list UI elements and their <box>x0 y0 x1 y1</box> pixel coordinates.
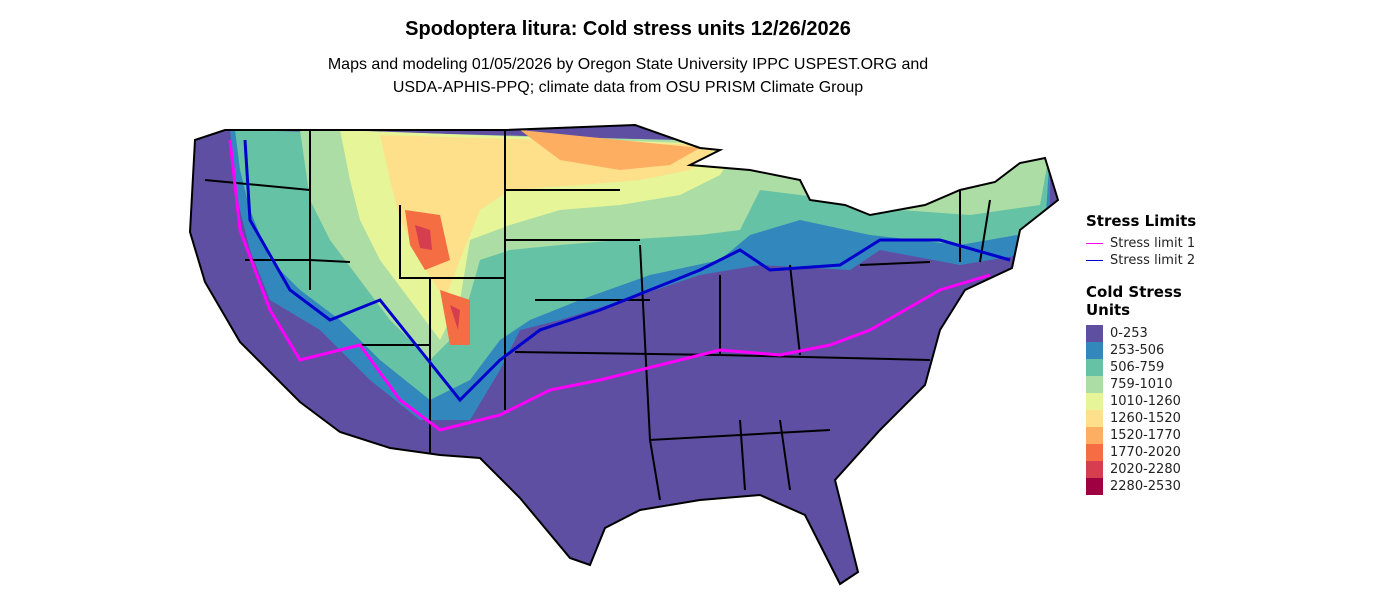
map-subtitle-line1: Maps and modeling 01/05/2026 by Oregon S… <box>327 56 929 73</box>
legend-label: 253-506 <box>1110 343 1165 358</box>
legend-label: 1520-1770 <box>1110 428 1181 443</box>
legend-item-csu: 2020-2280 <box>1086 461 1206 478</box>
color-swatch <box>1086 427 1103 444</box>
legend-label: Stress limit 1 <box>1110 236 1196 251</box>
stress-limit-1-contour <box>228 139 991 432</box>
state-borders <box>204 130 991 501</box>
color-swatch <box>1086 393 1103 410</box>
legend-item-csu: 2280-2530 <box>1086 478 1206 495</box>
legend-label: 759-1010 <box>1110 377 1173 392</box>
map-subtitle-line2: USDA-APHIS-PPQ; climate data from OSU PR… <box>392 79 864 96</box>
legend-label: 2280-2530 <box>1110 479 1181 494</box>
legend-item-csu: 759-1010 <box>1086 376 1206 393</box>
legend-item-csu: 506-759 <box>1086 359 1206 376</box>
color-swatch <box>1086 359 1103 376</box>
legend-item-csu: 1520-1770 <box>1086 427 1206 444</box>
map-title: Spodoptera litura: Cold stress units 12/… <box>405 18 851 40</box>
color-swatch <box>1086 444 1103 461</box>
region-2020-2280 <box>415 225 460 330</box>
magenta-line-icon <box>1086 242 1103 245</box>
legend-label: 506-759 <box>1110 360 1165 375</box>
legend-item-csu: 0-253 <box>1086 325 1206 342</box>
blue-line-icon <box>1086 259 1103 262</box>
legend-label: 1260-1520 <box>1110 411 1181 426</box>
color-swatch <box>1086 376 1103 393</box>
region-1260-1520 <box>380 135 720 300</box>
csu-legend-title: Cold Stress Units <box>1086 283 1182 319</box>
legend-item-csu: 1770-2020 <box>1086 444 1206 461</box>
stress-limit-2-contour <box>243 139 1011 403</box>
cold-stress-units-legend: Cold Stress Units 0-253 253-506 506-759 759… <box>1086 283 1206 495</box>
color-swatch <box>1086 478 1103 495</box>
legend-item-csu: 253-506 <box>1086 342 1206 359</box>
stress-limits-legend: Stress Limits Stress limit 1 Stress limi… <box>1086 212 1196 269</box>
legend-label: 1010-1260 <box>1110 394 1181 409</box>
legend-label: 1770-2020 <box>1110 445 1181 460</box>
color-swatch <box>1086 325 1103 342</box>
legend-item-csu: 1010-1260 <box>1086 393 1206 410</box>
legend-label: 0-253 <box>1110 326 1148 341</box>
color-swatch <box>1086 461 1103 478</box>
legend-item-stress-limit-2: Stress limit 2 <box>1086 252 1196 269</box>
color-swatch <box>1086 410 1103 427</box>
legend-item-csu: 1260-1520 <box>1086 410 1206 427</box>
region-1520-1770 <box>520 130 700 170</box>
legend-label: 2020-2280 <box>1110 462 1181 477</box>
legend-label: Stress limit 2 <box>1110 253 1196 268</box>
legend-item-stress-limit-1: Stress limit 1 <box>1086 235 1196 252</box>
stress-legend-title: Stress Limits <box>1086 212 1197 230</box>
color-swatch <box>1086 342 1103 359</box>
